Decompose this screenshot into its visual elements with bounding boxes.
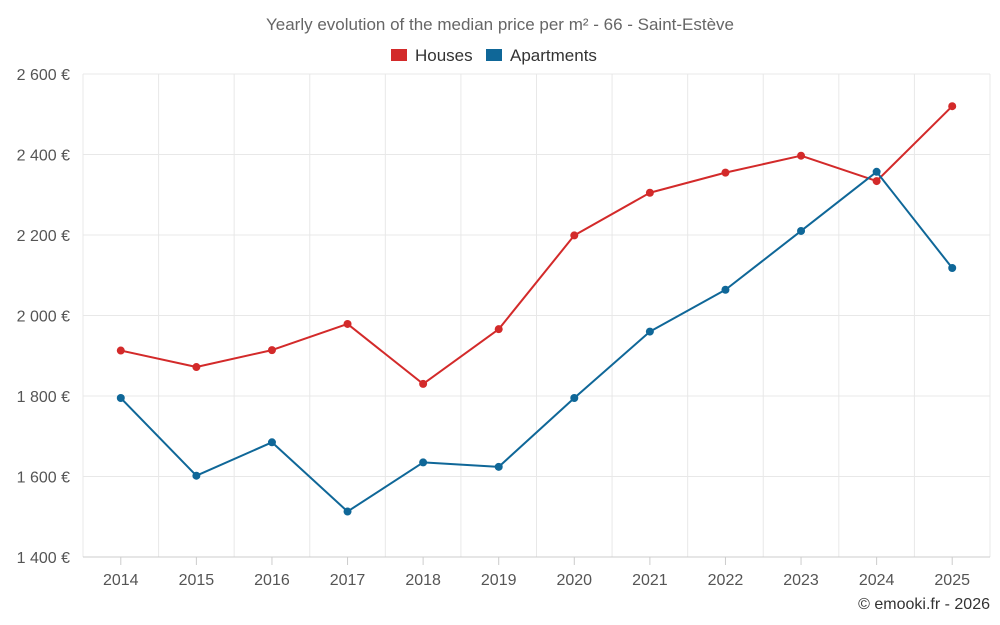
x-tick-label: 2021: [632, 572, 668, 589]
x-tick-label: 2022: [708, 572, 744, 589]
data-point-apartments: [343, 507, 352, 516]
x-axis: 2014 2015 2016 2017 2018 2019 2020 2021 2022 2023…: [83, 556, 990, 589]
data-point-apartments: [116, 394, 125, 403]
x-tick-label: 2025: [934, 572, 970, 589]
x-tick-label: 2023: [783, 572, 819, 589]
y-tick-label: 1 800 €: [17, 389, 70, 406]
data-point-apartments: [494, 462, 503, 471]
data-point-apartments: [192, 471, 201, 480]
data-point-apartments: [570, 394, 579, 403]
x-tick-label: 2016: [254, 572, 290, 589]
y-tick-label: 2 600 €: [17, 67, 70, 84]
series-layer: [116, 102, 957, 516]
x-tick-label: 2018: [405, 572, 441, 589]
legend-label-houses: Houses: [415, 46, 473, 65]
data-point-houses: [872, 177, 881, 186]
data-point-apartments: [721, 285, 730, 294]
data-point-apartments: [948, 264, 957, 273]
data-point-apartments: [267, 438, 276, 447]
x-tick-label: 2015: [179, 572, 215, 589]
data-point-apartments: [645, 327, 654, 336]
legend-swatch-apartments: [486, 49, 502, 61]
x-tick-label: 2019: [481, 572, 517, 589]
credit-text: © emooki.fr - 2026: [858, 596, 990, 613]
y-tick-label: 2 000 €: [17, 309, 70, 326]
x-tick-label: 2017: [330, 572, 366, 589]
y-tick-label: 2 200 €: [17, 228, 70, 245]
data-point-houses: [419, 379, 428, 388]
series-line-houses: [120, 105, 953, 385]
data-point-apartments: [797, 226, 806, 235]
data-point-houses: [645, 188, 654, 197]
legend-label-apartments: Apartments: [510, 46, 597, 65]
y-tick-label: 1 400 €: [17, 550, 70, 567]
x-tick-label: 2024: [859, 572, 895, 589]
chart-title: Yearly evolution of the median price per…: [266, 15, 734, 34]
grid: [82, 73, 991, 557]
data-point-houses: [267, 346, 276, 355]
y-axis: 1 400 € 1 600 € 1 800 € 2 000 € 2 200 € 2 400…: [17, 67, 70, 567]
data-point-houses: [721, 168, 730, 177]
data-point-houses: [797, 151, 806, 160]
legend-swatch-houses: [391, 49, 407, 61]
x-tick-label: 2020: [556, 572, 592, 589]
x-tick-label: 2014: [103, 572, 139, 589]
y-tick-label: 2 400 €: [17, 148, 70, 165]
data-point-houses: [343, 319, 352, 328]
data-point-houses: [494, 325, 503, 334]
legend: Houses Apartments: [391, 46, 597, 65]
data-point-houses: [948, 102, 957, 111]
data-point-houses: [570, 231, 579, 240]
y-tick-label: 1 600 €: [17, 470, 70, 487]
data-point-apartments: [419, 458, 428, 467]
data-point-apartments: [872, 167, 881, 176]
data-point-houses: [192, 363, 201, 372]
data-point-houses: [116, 346, 125, 355]
series-line-apartments: [120, 170, 953, 513]
